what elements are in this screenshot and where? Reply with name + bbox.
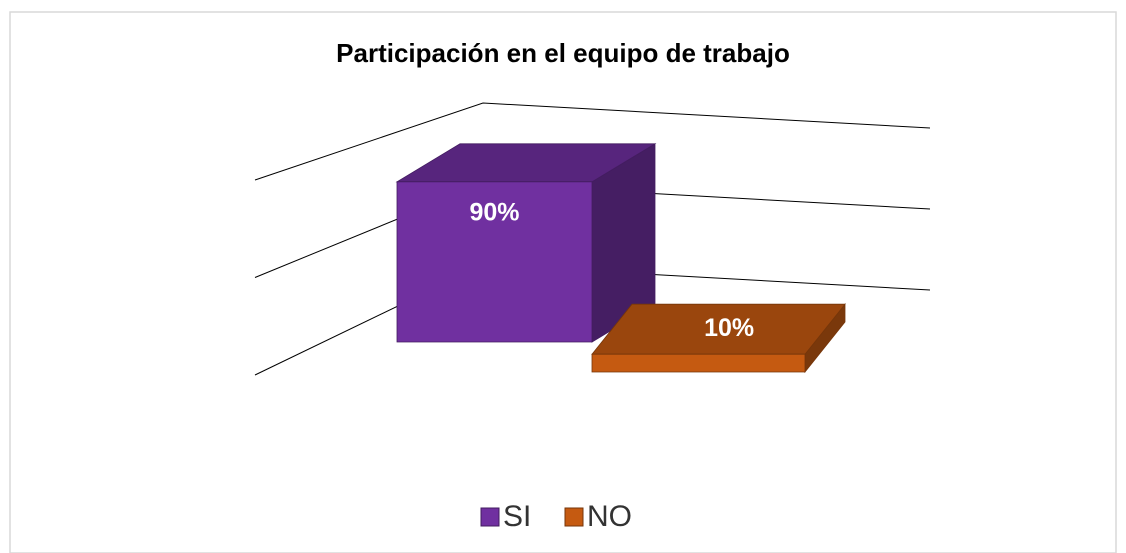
legend-label: NO [587, 500, 632, 533]
legend-label: SI [503, 500, 531, 533]
bar [396, 181, 593, 343]
grid-line [254, 102, 931, 181]
legend-swatch [564, 507, 584, 527]
data-label: 10% [704, 314, 754, 342]
legend-swatch [480, 507, 500, 527]
chart-title: Participación en el equipo de trabajo [336, 38, 790, 68]
data-label: 90% [469, 198, 519, 226]
bar [591, 353, 806, 373]
